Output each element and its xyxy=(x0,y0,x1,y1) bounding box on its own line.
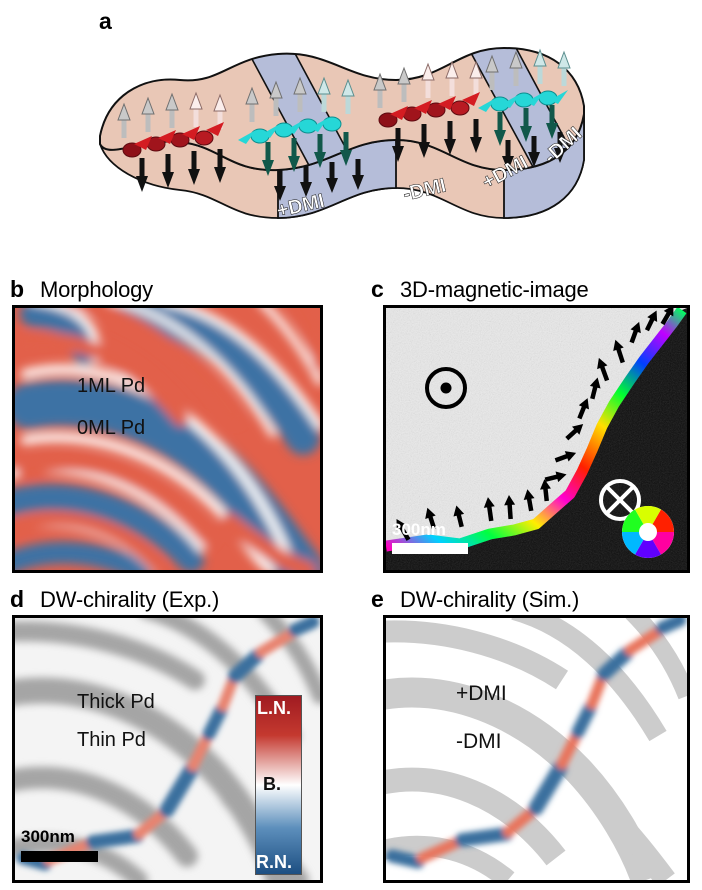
out-of-plane-dot-icon xyxy=(425,367,467,409)
colorbar-mid-label: B. xyxy=(263,774,281,794)
chirality-sim-label-neg: -DMI xyxy=(456,730,502,753)
spin-arrows xyxy=(117,48,571,201)
morphology-label-0ml: 0ML Pd xyxy=(77,417,145,439)
in-plane-direction-colorwheel xyxy=(622,506,674,558)
panel-a-schematic: +DMI -DMI +DMI -DMI xyxy=(80,18,640,268)
panel-d-letter: d xyxy=(10,586,25,612)
panel-d-image: Thick Pd Thin Pd L.N. B. R.N. 300nm xyxy=(12,615,323,883)
magnetic-image-map xyxy=(386,308,687,570)
panel-c-title: 3D-magnetic-image xyxy=(400,277,589,302)
panel-b-letter: b xyxy=(10,276,25,302)
panel-e-letter: e xyxy=(371,586,384,612)
panel-b-title: Morphology xyxy=(40,277,153,302)
panel-d-scalebar xyxy=(21,851,98,862)
dmi-slab-svg: +DMI -DMI +DMI -DMI xyxy=(99,46,587,223)
dw-chirality-sim-map: +DMI -DMI xyxy=(386,618,687,880)
into-plane-cross-icon xyxy=(599,479,641,521)
chirality-sim-label-pos: +DMI xyxy=(456,682,507,705)
panel-b-image: 1ML Pd 0ML Pd xyxy=(12,305,323,573)
morphology-label-1ml: 1ML Pd xyxy=(77,375,145,397)
panel-c-letter: c xyxy=(371,276,384,302)
colorbar-bottom-label: R.N. xyxy=(256,852,292,872)
wall-spin-arrows xyxy=(396,308,674,541)
panel-d-title: DW-chirality (Exp.) xyxy=(40,587,220,612)
panel-c-scalebar xyxy=(392,543,468,554)
chirality-exp-label-thin: Thin Pd xyxy=(77,729,146,751)
chirality-colorbar: L.N. B. R.N. xyxy=(255,695,302,875)
morphology-map: 1ML Pd 0ML Pd xyxy=(15,308,320,570)
panel-e-image: +DMI -DMI xyxy=(383,615,690,883)
panel-d-scalebar-label: 300nm xyxy=(21,827,75,846)
panel-a-letter: a xyxy=(99,8,112,34)
chirality-exp-label-thick: Thick Pd xyxy=(77,691,155,713)
panel-c-scalebar-label: 300nm xyxy=(392,520,446,539)
panel-c-image: 300nm xyxy=(383,305,690,573)
panel-e-title: DW-chirality (Sim.) xyxy=(400,587,580,612)
colorbar-top-label: L.N. xyxy=(257,698,291,718)
